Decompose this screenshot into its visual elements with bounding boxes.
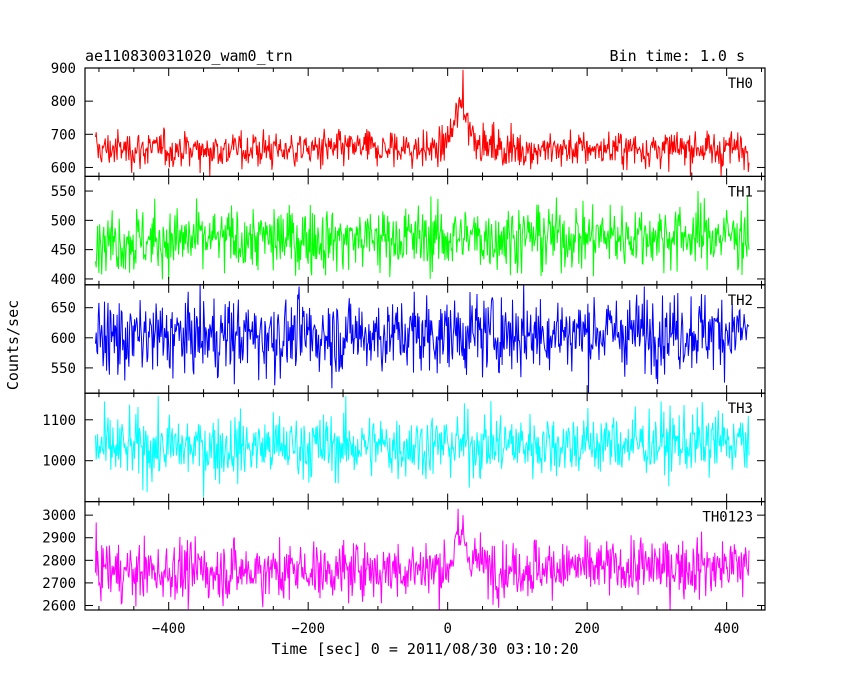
x-tick-label: −200	[291, 621, 325, 637]
x-tick-label: 0	[443, 621, 451, 637]
x-tick-label: 200	[575, 621, 600, 637]
panel-frame	[84, 501, 766, 611]
series-line-th2	[95, 284, 750, 394]
y-tick-label: 1100	[42, 413, 76, 429]
y-tick-label: 900	[51, 61, 76, 77]
series-line-th0	[95, 69, 750, 177]
x-axis: −400 −200 0 200 400	[152, 621, 739, 637]
y-tick-label: 2600	[42, 598, 76, 614]
y-tick-label: 800	[51, 94, 76, 110]
y-tick-label: 600	[51, 331, 76, 347]
series-line-th3	[95, 396, 750, 497]
y-tick-label: 650	[51, 301, 76, 317]
channel-label-th1: TH1	[728, 184, 753, 200]
y-tick-label: 450	[51, 243, 76, 259]
y-tick-label: 3000	[42, 508, 76, 524]
series-line-th1	[95, 190, 750, 280]
panel-frame	[84, 392, 766, 503]
series-line-th0123	[95, 508, 750, 611]
channel-label-th2: TH2	[728, 293, 753, 309]
chart-title: ae110830031020_wam0_trn	[85, 47, 293, 65]
panel-th3: 1000 1100 TH3	[42, 392, 766, 503]
x-tick-label: −400	[152, 621, 186, 637]
panel-th0123: 2600 2700 2800 2900 3000 TH0123	[42, 501, 766, 614]
y-tick-label: 1000	[42, 454, 76, 470]
y-tick-label: 2900	[42, 531, 76, 547]
panel-th2: 550 600 650 TH2	[51, 284, 766, 394]
y-tick-label: 400	[51, 272, 76, 288]
panel-frame	[84, 67, 766, 178]
channel-label-th0: TH0	[728, 76, 753, 92]
y-tick-label: 2700	[42, 576, 76, 592]
x-tick-label: 400	[714, 621, 739, 637]
y-tick-label: 2800	[42, 553, 76, 569]
y-tick-label: 550	[51, 184, 76, 200]
channel-label-th0123: TH0123	[702, 510, 753, 526]
y-axis-label: Counts/sec	[4, 300, 22, 390]
x-axis-label: Time [sec] 0 = 2011/08/30 03:10:20	[271, 640, 578, 658]
y-tick-label: 550	[51, 361, 76, 377]
y-tick-label: 700	[51, 127, 76, 143]
y-tick-label: 600	[51, 160, 76, 176]
panels: 600 700 800 900 TH0 400 450 500 550 TH1 550 600 650 T…	[42, 61, 766, 614]
panel-th0: 600 700 800 900 TH0	[51, 61, 766, 178]
channel-label-th3: TH3	[728, 401, 753, 417]
y-tick-label: 500	[51, 213, 76, 229]
panel-th1: 400 450 500 550 TH1	[51, 175, 766, 288]
bin-time-label: Bin time: 1.0 s	[610, 47, 745, 65]
